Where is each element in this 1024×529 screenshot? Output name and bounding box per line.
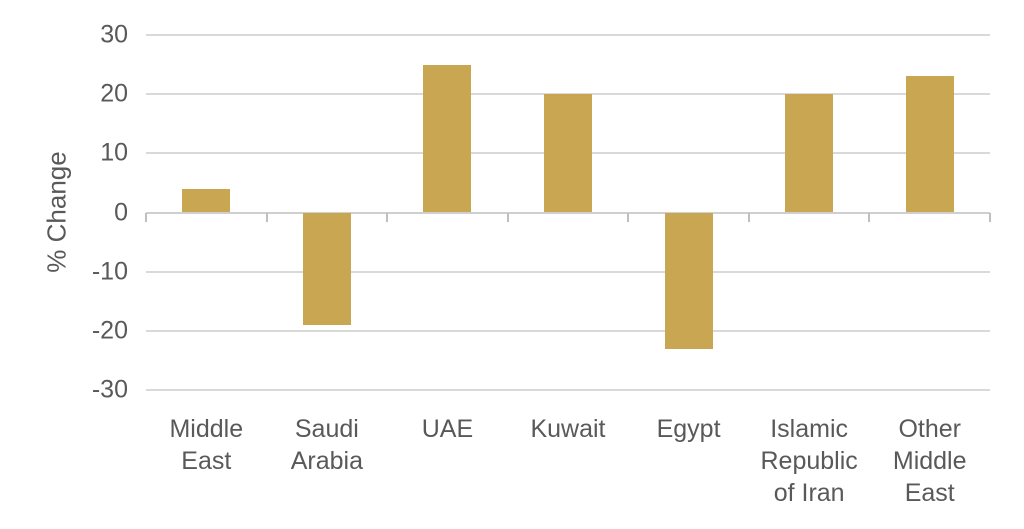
x-axis-tick-mark [747, 212, 750, 222]
gridline--30 [146, 389, 990, 391]
x-category-label-egypt: Egypt [656, 415, 721, 443]
gridline--10 [146, 270, 990, 273]
x-axis-tick-mark [265, 212, 268, 222]
y-tick-label--30: -30 [91, 375, 128, 404]
y-tick-label-20: 20 [100, 79, 128, 108]
bar-islamic-republic-of-iran [785, 94, 834, 213]
x-axis-line [146, 211, 990, 214]
gridline-30 [146, 34, 990, 36]
x-axis-tick-mark [868, 212, 871, 222]
bar-saudi-arabia [302, 212, 351, 325]
x-category-label-uae: UAE [421, 415, 474, 443]
x-category-label-middle-east: Middle East [169, 415, 244, 475]
x-axis-tick-mark [989, 212, 991, 222]
y-tick-label-10: 10 [100, 138, 128, 167]
y-tick-label--20: -20 [91, 316, 128, 345]
bar-other-middle-east [905, 76, 954, 213]
x-axis-tick-mark [506, 212, 509, 222]
bar-uae [423, 64, 472, 213]
x-category-label-islamic-republic-of-iran: Islamic Republic of Iran [760, 415, 858, 507]
bar-middle-east [182, 188, 231, 213]
x-axis-tick-mark [627, 212, 630, 222]
y-tick-label-30: 30 [100, 20, 128, 49]
gridline--20 [146, 329, 990, 332]
y-tick-label-0: 0 [114, 198, 128, 226]
x-axis-tick-mark [386, 212, 389, 222]
bar-kuwait [544, 94, 592, 213]
x-axis-tick-mark [145, 212, 147, 222]
y-tick-label--10: -10 [91, 257, 128, 286]
plot-area [145, 34, 991, 391]
x-category-label-saudi-arabia: Saudi Arabia [290, 415, 363, 475]
x-category-label-kuwait: Kuwait [530, 415, 606, 443]
bar-egypt [664, 212, 713, 349]
x-category-label-other-middle-east: Other Middle East [892, 415, 967, 507]
